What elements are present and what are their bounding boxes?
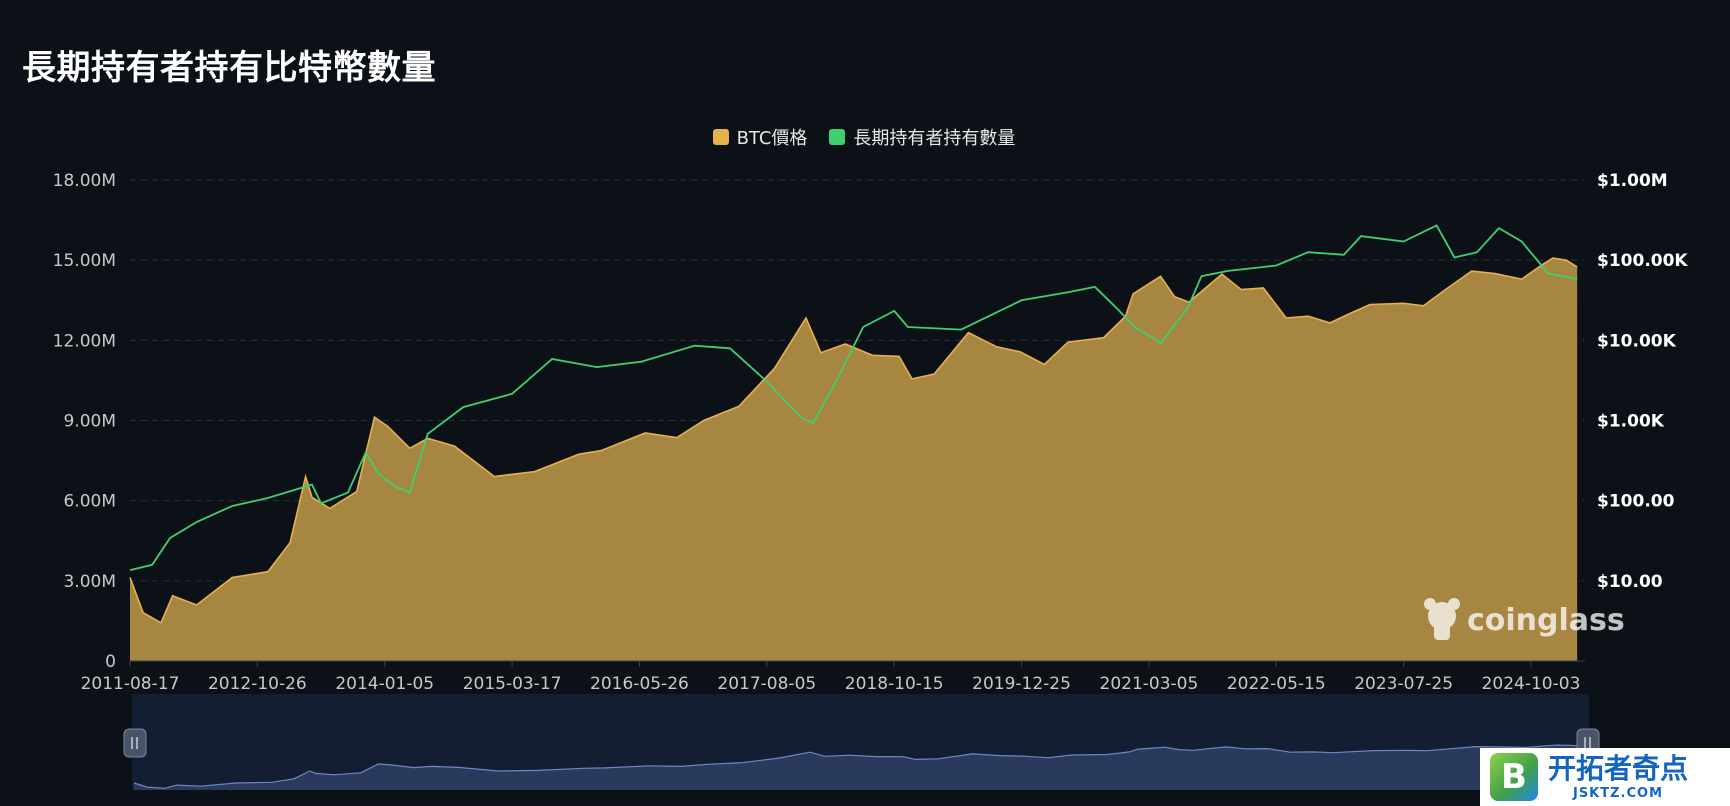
x-tick-label: 2019-12-25 <box>972 674 1071 694</box>
y-right-tick-label: $1.00K <box>1597 412 1665 432</box>
coinglass-logo-icon <box>1424 598 1460 640</box>
x-tick-label: 2024-10-03 <box>1482 674 1581 694</box>
navigator-line <box>133 744 1582 789</box>
x-tick-label: 2016-05-26 <box>590 674 689 694</box>
lth-supply-line <box>129 224 1578 571</box>
lth-supply-series <box>129 224 1578 571</box>
range-navigator[interactable] <box>123 694 1600 790</box>
y-left-tick-label: 0 <box>105 652 116 672</box>
x-tick-label: 2018-10-15 <box>845 674 944 694</box>
coinglass-watermark-text: coinglass <box>1467 603 1625 638</box>
y-right-tick-label: $1.00M <box>1597 171 1668 191</box>
x-tick-label: 2022-05-15 <box>1227 674 1326 694</box>
chart-legend: BTC價格 長期持有者持有數量 <box>0 124 1729 150</box>
y-left-tick-label: 18.00M <box>53 171 116 191</box>
x-axis: 2011-08-17 2012-10-26 2014-01-05 2015-03-17… <box>81 660 1585 694</box>
x-tick-label: 2011-08-17 <box>81 674 180 694</box>
y-left-tick-label: 6.00M <box>63 492 116 512</box>
site-logo-icon: B <box>1490 753 1538 801</box>
legend-swatch-lth-supply <box>829 129 846 145</box>
legend-label-btc-price: BTC價格 <box>736 128 808 149</box>
navigator-area <box>134 745 1582 790</box>
y-right-tick-label: $10.00K <box>1597 331 1677 351</box>
y-right-tick-label: $100.00K <box>1597 251 1688 271</box>
legend-swatch-btc-price <box>712 129 729 145</box>
site-name-cn: 开拓者奇点 <box>1548 751 1689 785</box>
legend-item-btc-price[interactable]: BTC價格 <box>712 124 808 150</box>
navigator-series <box>133 744 1582 790</box>
navigator-handle-left[interactable] <box>123 728 147 758</box>
x-tick-label: 2012-10-26 <box>208 674 307 694</box>
x-tick-label: 2023-07-25 <box>1354 674 1453 694</box>
btc-price-area <box>130 258 1578 661</box>
btc-price-series <box>129 257 1578 661</box>
x-tick-label: 2017-08-05 <box>717 674 816 694</box>
site-name: 开拓者奇点 JSKTZ.COM <box>1548 751 1689 801</box>
x-tick-label: 2015-03-17 <box>463 674 562 694</box>
site-badge: B 开拓者奇点 JSKTZ.COM <box>1480 748 1730 806</box>
right-y-axis: $10.00 $100.00 $1.00K $10.00K $100.00K $1.00M <box>1597 171 1688 592</box>
left-y-axis: 0 3.00M 6.00M 9.00M 12.00M 15.00M 18.00M <box>53 171 116 672</box>
y-left-tick-label: 12.00M <box>53 331 116 351</box>
y-right-tick-label: $10.00 <box>1597 572 1663 592</box>
coinglass-watermark: coinglass <box>1424 598 1625 640</box>
site-name-en: JSKTZ.COM <box>1572 785 1664 801</box>
legend-label-lth-supply: 長期持有者持有數量 <box>853 128 1016 149</box>
legend-item-lth-supply[interactable]: 長期持有者持有數量 <box>829 124 1015 150</box>
y-left-tick-label: 3.00M <box>63 572 116 592</box>
y-right-tick-label: $100.00 <box>1597 492 1675 512</box>
y-left-tick-label: 9.00M <box>63 412 116 432</box>
y-left-tick-label: 15.00M <box>53 251 116 271</box>
page-title: 長期持有者持有比特幣數量 <box>22 48 436 88</box>
x-tick-label: 2014-01-05 <box>335 674 434 694</box>
x-tick-label: 2021-03-05 <box>1100 674 1199 694</box>
btc-price-line <box>129 257 1578 624</box>
